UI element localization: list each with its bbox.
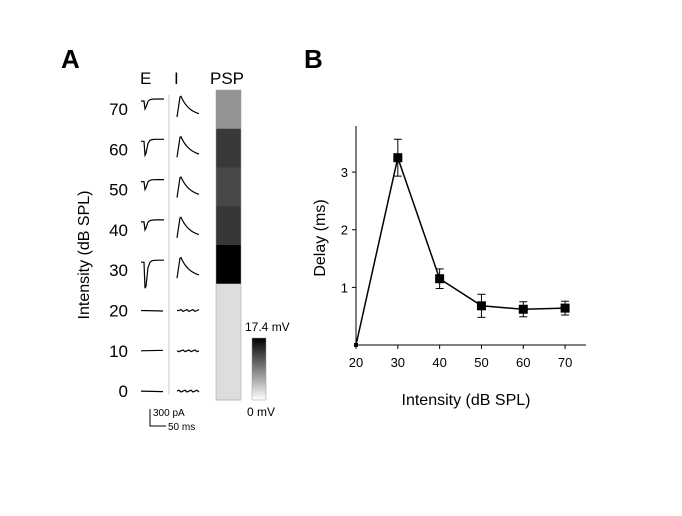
psp-heatmap-cell [216,283,241,323]
colorbar [251,337,267,401]
delay-line [355,154,566,346]
column-i-label: I [174,69,179,88]
x-tick-label: 60 [516,355,530,370]
psp-heatmap-cell [216,361,241,401]
i-current-trace [177,308,200,313]
data-point [435,274,445,284]
y-tick-label: 1 [341,280,348,295]
e-current-trace [141,219,164,232]
psp-heatmap-cell [216,322,241,362]
colorbar-min-label: 0 mV [247,405,275,419]
e-current-trace [141,138,164,158]
data-point [354,343,358,347]
scale-bar-lines [149,409,166,427]
x-tick-label: 50 [474,355,488,370]
y-axis-label: Delay (ms) [312,199,329,276]
data-point [393,153,403,163]
i-current-trace [176,349,200,353]
psp-heatmap-cell [216,167,241,207]
x-tick-label: 20 [349,355,363,370]
panel-b-label: B [304,44,323,74]
delay-series [354,138,570,347]
e-current-trace [141,98,164,112]
intensity-tick-label: 0 [119,382,128,401]
panel-a-tick-labels: 70 60 50 40 30 20 10 0 [109,100,128,401]
x-tick-label: 70 [558,355,572,370]
panel-b-ticks: 20 30 40 50 60 70 1 2 3 [341,165,573,370]
psp-heatmap-cell [216,206,241,246]
e-current-trace [141,179,164,192]
e-current-trace [140,309,164,312]
psp-heatmap-cell [216,245,241,285]
y-tick-label: 2 [341,223,348,238]
panel-a-y-axis-label: Intensity (dB SPL) [76,191,93,320]
psp-heatmap-border [215,89,242,401]
y-tick-label: 3 [341,165,348,180]
intensity-tick-label: 30 [109,261,128,280]
i-current-trace [176,135,200,158]
column-psp-label: PSP [210,69,244,88]
e-current-trace [140,349,164,352]
trace-panel [140,95,200,393]
intensity-tick-label: 40 [109,221,128,240]
i-current-trace [176,389,200,393]
panel-b: B 20 30 40 50 60 70 1 2 3 Intensity (dB SPL) Del… [304,44,586,409]
panel-a-label: A [61,44,80,74]
scale-bar-current-label: 300 pA [153,408,185,419]
scale-bar: 300 pA 50 ms [149,408,195,433]
i-current-trace [176,216,200,238]
intensity-tick-label: 70 [109,100,128,119]
data-point [476,301,486,311]
data-point [518,304,528,314]
psp-heatmap-cell [216,128,241,168]
scale-bar-time-label: 50 ms [168,422,195,433]
e-current-trace [140,390,164,393]
e-current-trace [141,259,164,289]
psp-heatmap [215,89,242,401]
panel-a: A E I PSP Intensity (dB SPL) 70 60 50 40 30 2… [61,44,290,433]
intensity-tick-label: 20 [109,302,128,321]
psp-heatmap-cell [216,90,241,130]
data-point [560,303,570,313]
x-axis-label: Intensity (dB SPL) [402,392,531,409]
x-tick-label: 40 [432,355,446,370]
column-e-label: E [140,69,151,88]
x-tick-label: 30 [391,355,405,370]
intensity-tick-label: 10 [109,342,128,361]
i-current-trace [176,95,200,118]
intensity-tick-label: 50 [109,181,128,200]
i-current-trace [176,256,200,279]
intensity-tick-label: 60 [109,140,128,159]
colorbar-max-label: 17.4 mV [245,320,290,334]
i-current-trace [176,176,200,198]
